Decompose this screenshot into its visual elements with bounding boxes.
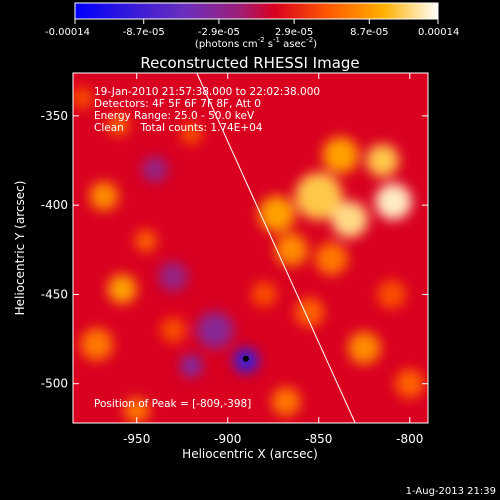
plot-image: [73, 73, 428, 423]
emission-blob: [375, 183, 412, 220]
emission-blob: [196, 311, 234, 349]
emission-blob: [89, 181, 119, 211]
solar-limb-line: [196, 73, 356, 423]
colorbar-tick-label: -8.7e-05: [123, 27, 165, 38]
colorbar: [74, 2, 439, 20]
annotation-time-range: 19-Jan-2010 21:57:38.000 to 22:02:38.000: [94, 86, 320, 98]
chart-title: Reconstructed RHESSI Image: [140, 54, 359, 72]
colorbar-units: (photons cm-2 s-1 asec-2): [195, 36, 317, 50]
emission-blob: [107, 274, 137, 304]
emission-blob: [275, 233, 308, 267]
emission-blob: [180, 122, 203, 145]
x-tick-label: -800: [396, 432, 423, 446]
emission-blob: [73, 87, 94, 109]
colorbar-tick-label: -0.00014: [45, 27, 90, 38]
annotation-energy-range: Energy Range: 25.0 - 50.0 keV: [94, 110, 255, 122]
emission-blob: [377, 279, 407, 309]
emission-blob: [395, 369, 425, 399]
y-tick-label: -350: [41, 109, 68, 123]
x-axis-label: Heliocentric X (arcsec): [182, 447, 318, 461]
emission-blob: [322, 136, 359, 174]
emission-blob: [258, 195, 296, 233]
y-axis-label: Heliocentric Y (arcsec): [13, 181, 27, 316]
emission-blob: [271, 387, 301, 417]
emission-blob: [331, 201, 368, 238]
colorbar-tick-label: 0.00014: [418, 27, 459, 38]
emission-blob: [180, 354, 203, 377]
emission-blob: [295, 172, 343, 220]
emission-blob: [160, 317, 186, 343]
emission-blob: [80, 328, 114, 361]
annotation-detectors: Detectors: 4F 5F 6F 7F 8F, Att 0: [94, 98, 261, 110]
minimum-marker: [242, 355, 249, 362]
emission-blob: [107, 113, 130, 136]
emission-blob: [366, 144, 399, 177]
emission-blob: [158, 262, 188, 292]
plot-frame: [72, 72, 429, 424]
emission-blob: [142, 156, 168, 183]
emission-blob: [251, 281, 277, 308]
x-tick-label: -900: [214, 432, 241, 446]
annotation-clean-counts: Clean Total counts: 1.74E+04: [94, 122, 263, 134]
emission-blob: [123, 397, 150, 423]
emission-blob: [315, 242, 348, 276]
footer-timestamp: 1-Aug-2013 21:39: [406, 486, 496, 497]
y-tick-label: -400: [41, 198, 68, 212]
y-axis-ticks: -350 -400 -450 -500: [41, 109, 428, 391]
y-tick-label: -450: [41, 287, 68, 301]
colorbar-tick-label: 8.7e-05: [350, 27, 388, 38]
emission-blob: [134, 229, 157, 252]
emission-blob: [295, 297, 325, 327]
colorbar-tick-label: 2.9e-05: [275, 27, 313, 38]
y-tick-label: -500: [41, 377, 68, 391]
x-axis-ticks: -950 -900 -850 -800: [123, 73, 423, 446]
emission-blob: [347, 331, 381, 365]
colorbar-ticks: -0.00014 -8.7e-05 -2.9e-05 2.9e-05 8.7e-05 0.…: [45, 19, 459, 38]
colorbar-tick-label: -2.9e-05: [198, 27, 240, 38]
x-tick-label: -950: [123, 432, 150, 446]
x-tick-label: -850: [305, 432, 332, 446]
peak-position-label: Position of Peak = [-809,-398]: [94, 398, 251, 410]
